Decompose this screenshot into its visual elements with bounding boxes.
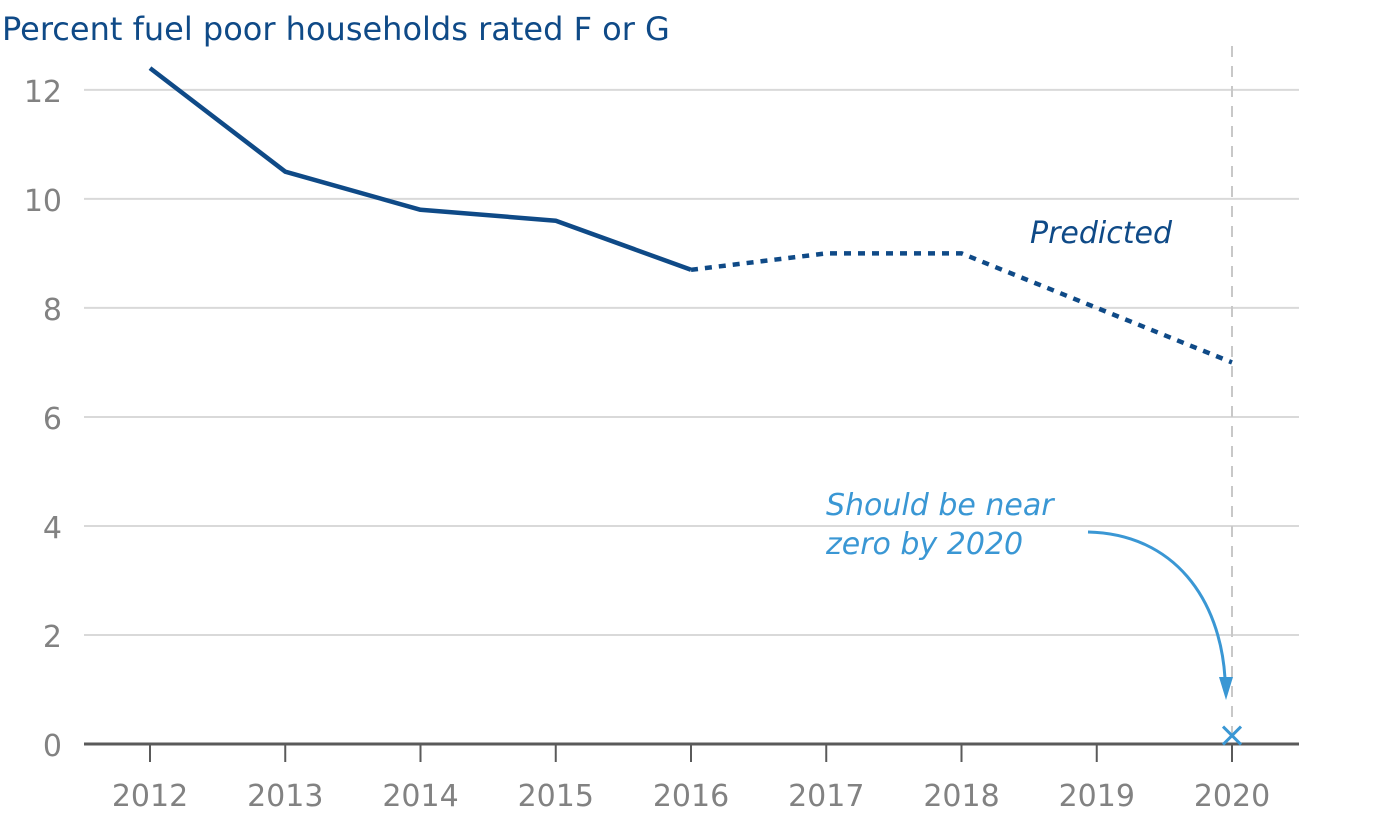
- target-annotation-line-1: Should be near: [826, 488, 1055, 523]
- series-line-predicted: [690, 251, 1233, 365]
- series-line-actual: [148, 66, 692, 272]
- x-axis: [84, 742, 1299, 762]
- y-tick-label-6: 6: [43, 402, 62, 437]
- target-x-marker: [1221, 725, 1243, 746]
- y-tick-label-4: 4: [43, 511, 62, 546]
- y-tick-label-10: 10: [24, 184, 62, 219]
- target-x-stroke-2: [1221, 725, 1243, 746]
- y-axis-labels: 0 2 4 6 8 10 12: [24, 75, 62, 764]
- predicted-label: Predicted: [1030, 216, 1173, 251]
- x-tick-label-2019: 2019: [1059, 779, 1135, 814]
- x-axis-labels: 2012 2013 2014 2015 2016 2017 2018 2019 2020: [112, 779, 1270, 814]
- series: [148, 66, 1233, 365]
- annotation-arrow-head: [1219, 677, 1233, 700]
- x-tick-label-2020: 2020: [1194, 779, 1270, 814]
- x-tick-label-2017: 2017: [788, 779, 864, 814]
- x-tick-label-2014: 2014: [382, 779, 458, 814]
- y-tick-label-8: 8: [43, 293, 62, 328]
- target-annotation-line-2: zero by 2020: [825, 527, 1023, 562]
- y-tick-label-2: 2: [43, 620, 62, 655]
- x-tick-label-2018: 2018: [923, 779, 999, 814]
- target-annotation-arrow: [1087, 530, 1233, 700]
- annotation-arrow-line: [1087, 530, 1227, 679]
- y-tick-label-0: 0: [43, 729, 62, 764]
- x-tick-label-2013: 2013: [247, 779, 323, 814]
- y-tick-label-12: 12: [24, 75, 62, 110]
- target-marker: [1221, 725, 1243, 746]
- gridlines: [84, 88, 1299, 636]
- x-tick-label-2015: 2015: [518, 779, 594, 814]
- x-tick-label-2016: 2016: [653, 779, 729, 814]
- x-tick-label-2012: 2012: [112, 779, 188, 814]
- chart-title: Percent fuel poor households rated F or …: [2, 10, 670, 48]
